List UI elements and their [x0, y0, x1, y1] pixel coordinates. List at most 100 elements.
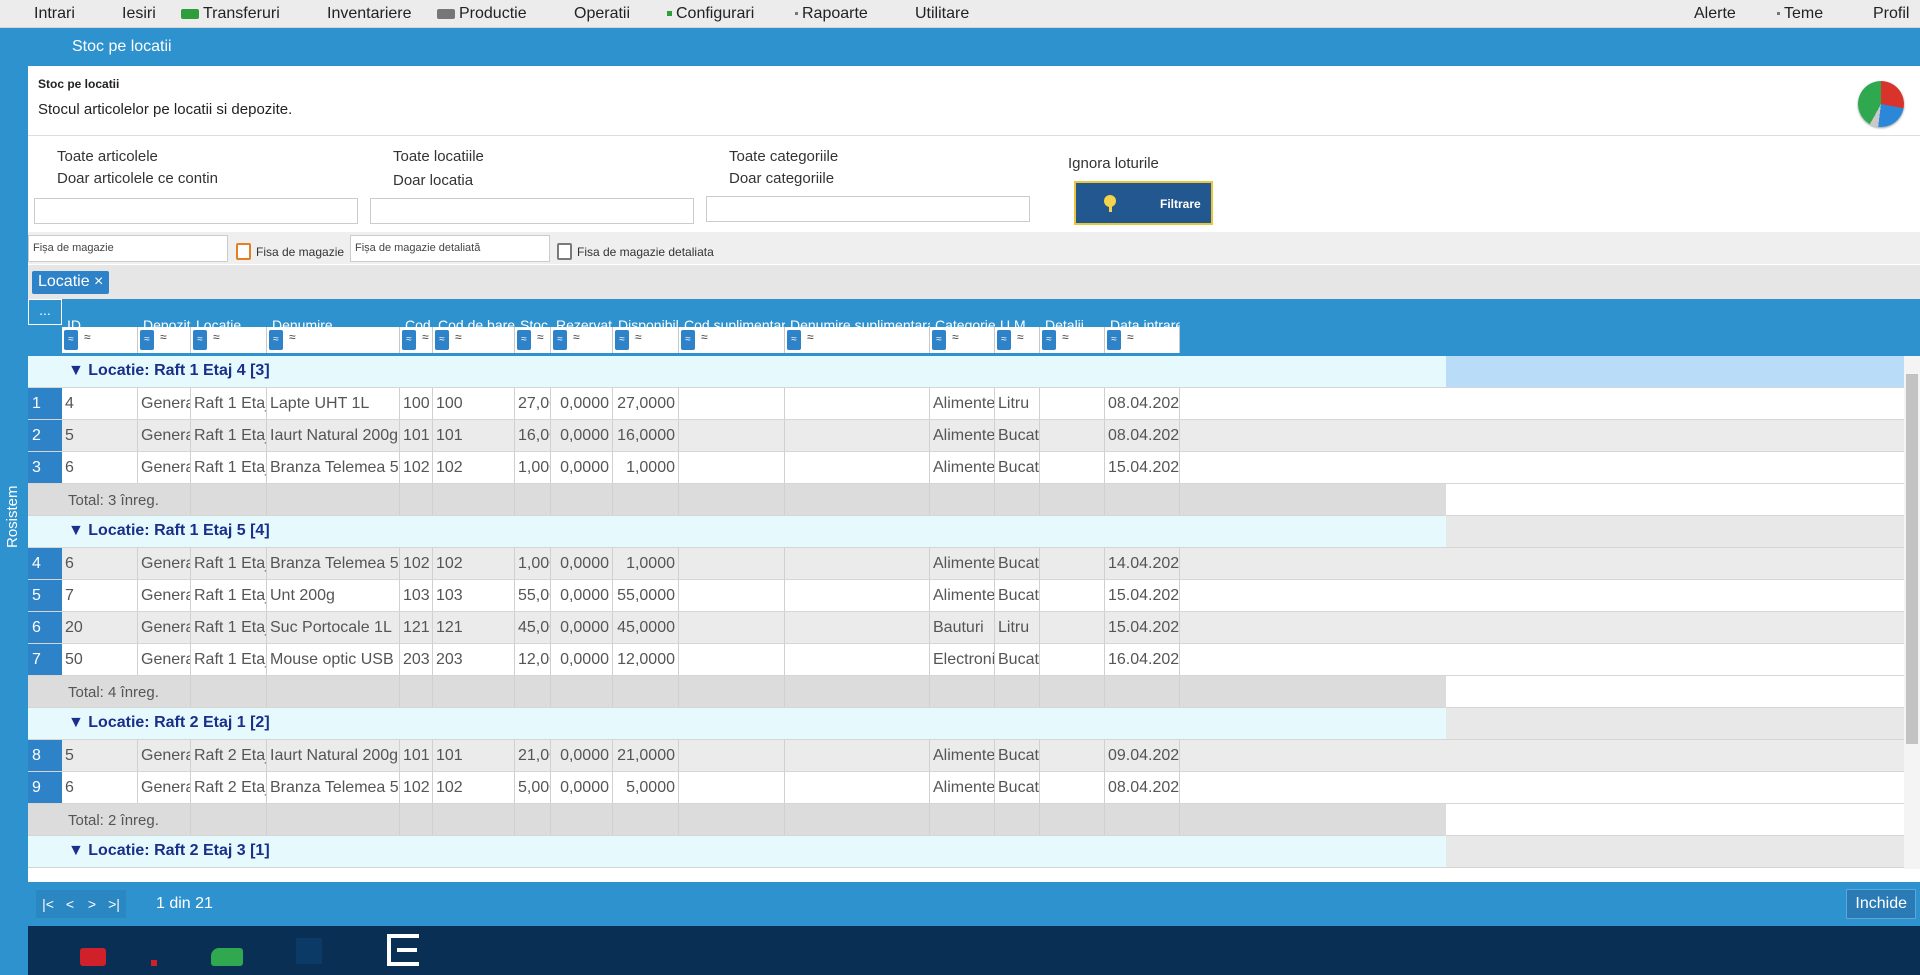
- group-row[interactable]: ▼ Locatie: Raft 1 Etaj 4 [3]: [28, 356, 1920, 388]
- table-row[interactable]: 36GeneralRaft 1 Etaj 4Branza Telemea 500…: [28, 452, 1920, 484]
- column-filter[interactable]: ≈ ≈: [515, 327, 551, 353]
- scrollbar-thumb[interactable]: [1906, 374, 1918, 744]
- prev-page-button[interactable]: <: [58, 890, 82, 918]
- detailed-stock-card-select[interactable]: Fișa de magazie detaliată: [350, 235, 550, 262]
- column-filter[interactable]: ≈ ≈: [1040, 327, 1105, 353]
- filter-all-articles[interactable]: Toate articolele: [57, 148, 158, 165]
- table-row[interactable]: 620GeneralRaft 1 Etaj 5Suc Portocale 1L1…: [28, 612, 1920, 644]
- filter-icon[interactable]: ≈: [435, 330, 449, 350]
- group-label[interactable]: ▼ Locatie: Raft 2 Etaj 1 [2]: [68, 714, 270, 731]
- app-red-icon[interactable]: [80, 948, 106, 966]
- column-filter[interactable]: ≈ ≈: [400, 327, 433, 353]
- row-number[interactable]: 3: [28, 452, 62, 483]
- category-filter-input[interactable]: [706, 196, 1030, 222]
- menu-rapoarte[interactable]: Rapoarte: [795, 5, 868, 23]
- row-number[interactable]: 4: [28, 548, 62, 579]
- app-mini-icon[interactable]: [151, 960, 157, 966]
- filter-icon[interactable]: ≈: [615, 330, 629, 350]
- filter-articles-containing[interactable]: Doar articolele ce contin: [57, 170, 218, 187]
- group-chip-locatie[interactable]: Locatie ×: [32, 271, 110, 294]
- filter-icon[interactable]: ≈: [269, 330, 283, 350]
- ignore-lots-toggle[interactable]: Ignora loturile: [1068, 155, 1159, 172]
- filter-icon[interactable]: ≈: [517, 330, 531, 350]
- grid-menu-button[interactable]: ...: [28, 299, 62, 325]
- filter-icon[interactable]: ≈: [997, 330, 1011, 350]
- app-green-icon[interactable]: [211, 948, 243, 966]
- row-number[interactable]: 6: [28, 612, 62, 643]
- row-number[interactable]: 2: [28, 420, 62, 451]
- column-filter[interactable]: ≈ ≈: [433, 327, 515, 353]
- column-filter[interactable]: ≈ ≈: [267, 327, 400, 353]
- app-e-icon[interactable]: [387, 934, 419, 966]
- close-button[interactable]: Inchide: [1846, 889, 1916, 919]
- row-number[interactable]: 8: [28, 740, 62, 771]
- stock-card-select[interactable]: Fișa de magazie: [28, 235, 228, 262]
- filter-all-categories[interactable]: Toate categoriile: [729, 148, 839, 165]
- group-row[interactable]: ▼ Locatie: Raft 2 Etaj 3 [1]: [28, 836, 1920, 868]
- filter-icon[interactable]: ≈: [1107, 330, 1121, 350]
- row-number[interactable]: 5: [28, 580, 62, 611]
- group-row[interactable]: ▼ Locatie: Raft 1 Etaj 5 [4]: [28, 516, 1920, 548]
- filter-icon[interactable]: ≈: [681, 330, 695, 350]
- column-filter[interactable]: ≈ ≈: [551, 327, 613, 353]
- first-page-button[interactable]: |<: [36, 890, 60, 918]
- column-filter[interactable]: ≈ ≈: [995, 327, 1040, 353]
- group-label[interactable]: ▼ Locatie: Raft 1 Etaj 4 [3]: [68, 362, 270, 379]
- table-row[interactable]: 96GeneralRaft 2 Etaj 1Branza Telemea 500…: [28, 772, 1920, 804]
- filter-all-locations[interactable]: Toate locatiile: [393, 148, 484, 165]
- table-cell: 0,0000: [551, 420, 613, 451]
- filter-icon[interactable]: ≈: [64, 330, 78, 350]
- filter-icon[interactable]: ≈: [402, 330, 416, 350]
- column-filter[interactable]: ≈ ≈: [138, 327, 191, 353]
- column-filter[interactable]: ≈ ≈: [191, 327, 267, 353]
- filter-icon[interactable]: ≈: [1042, 330, 1056, 350]
- filter-icon[interactable]: ≈: [193, 330, 207, 350]
- last-page-button[interactable]: >|: [102, 890, 126, 918]
- column-filter[interactable]: ≈ ≈: [62, 327, 138, 353]
- table-row[interactable]: 46GeneralRaft 1 Etaj 5Branza Telemea 500…: [28, 548, 1920, 580]
- column-filter[interactable]: ≈ ≈: [613, 327, 679, 353]
- table-row[interactable]: 750GeneralRaft 1 Etaj 5Mouse optic USB20…: [28, 644, 1920, 676]
- location-filter-input[interactable]: [370, 198, 694, 224]
- filter-only-categories[interactable]: Doar categoriile: [729, 170, 835, 187]
- filter-icon[interactable]: ≈: [553, 330, 567, 350]
- menu-productie[interactable]: Productie: [437, 5, 527, 23]
- vertical-scrollbar[interactable]: [1904, 356, 1920, 869]
- menu-teme[interactable]: Teme: [1777, 5, 1823, 23]
- menu-iesiri[interactable]: Iesiri: [122, 5, 156, 22]
- menu-inventariere[interactable]: Inventariere: [327, 5, 412, 22]
- filter-icon[interactable]: ≈: [140, 330, 154, 350]
- menu-configurari[interactable]: Configurari: [667, 5, 754, 23]
- next-page-button[interactable]: >: [80, 890, 104, 918]
- filter-button[interactable]: Filtrare: [1074, 181, 1213, 225]
- table-row[interactable]: 57GeneralRaft 1 Etaj 5Unt 200g10310355,0…: [28, 580, 1920, 612]
- menu-alerte[interactable]: Alerte: [1694, 5, 1736, 22]
- detailed-stock-card-button[interactable]: Fisa de magazie detaliata: [557, 235, 714, 262]
- column-filter[interactable]: ≈ ≈: [930, 327, 995, 353]
- table-row[interactable]: 25GeneralRaft 1 Etaj 4Iaurt Natural 200g…: [28, 420, 1920, 452]
- filter-only-location[interactable]: Doar locatia: [393, 172, 474, 189]
- app-dark-icon[interactable]: [296, 938, 322, 964]
- filter-icon[interactable]: ≈: [787, 330, 801, 350]
- menu-profil[interactable]: Profil: [1873, 5, 1910, 22]
- menu-operatii[interactable]: Operatii: [574, 5, 631, 22]
- column-filter[interactable]: ≈ ≈: [785, 327, 930, 353]
- table-row[interactable]: 85GeneralRaft 2 Etaj 1Iaurt Natural 200g…: [28, 740, 1920, 772]
- group-row[interactable]: ▼ Locatie: Raft 2 Etaj 1 [2]: [28, 708, 1920, 740]
- table-cell: General: [138, 644, 191, 675]
- filter-icon[interactable]: ≈: [932, 330, 946, 350]
- row-number[interactable]: 7: [28, 644, 62, 675]
- stock-card-button[interactable]: Fisa de magazie: [236, 235, 344, 262]
- articles-filter-input[interactable]: [34, 198, 358, 224]
- row-number[interactable]: 1: [28, 388, 62, 419]
- column-filter[interactable]: ≈ ≈: [1105, 327, 1180, 353]
- side-panel-label[interactable]: Rosistem: [4, 485, 21, 548]
- row-number[interactable]: 9: [28, 772, 62, 803]
- column-filter[interactable]: ≈ ≈: [679, 327, 785, 353]
- menu-utilitare[interactable]: Utilitare: [915, 5, 970, 22]
- table-row[interactable]: 14GeneralRaft 1 Etaj 4Lapte UHT 1L100100…: [28, 388, 1920, 420]
- menu-intrari[interactable]: Intrari: [34, 5, 75, 22]
- menu-transferuri[interactable]: Transferuri: [181, 5, 280, 23]
- group-label[interactable]: ▼ Locatie: Raft 1 Etaj 5 [4]: [68, 522, 270, 539]
- group-label[interactable]: ▼ Locatie: Raft 2 Etaj 3 [1]: [68, 842, 270, 859]
